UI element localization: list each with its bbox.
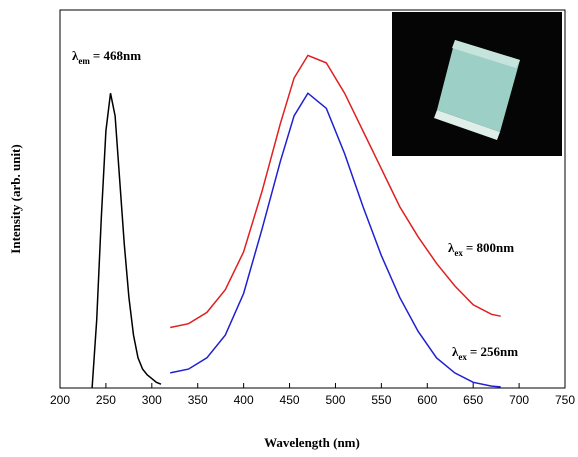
y-axis-label: Intensity (arb. unit) <box>8 144 23 253</box>
annotation-subscript: ex <box>454 248 463 258</box>
x-tick-label: 700 <box>509 393 529 407</box>
annotation-symbol: λ <box>448 240 455 255</box>
annotation-symbol: λ <box>72 48 79 63</box>
annotation: λex = 800nm <box>448 240 514 258</box>
x-tick-label: 750 <box>555 393 575 407</box>
annotation-text: = 256nm <box>470 344 518 359</box>
annotation-subscript: ex <box>458 352 467 362</box>
annotation-symbol: λ <box>452 344 459 359</box>
x-axis-label: Wavelength (nm) <box>264 435 360 450</box>
series-line <box>170 92 501 388</box>
annotation: λem = 468nm <box>72 48 141 66</box>
annotation-subscript: em <box>78 56 90 66</box>
series-line <box>91 93 162 389</box>
x-tick-label: 300 <box>142 393 162 407</box>
x-tick-label: 350 <box>188 393 208 407</box>
x-tick-label: 400 <box>234 393 254 407</box>
annotation: λex = 256nm <box>452 344 518 362</box>
x-tick-label: 550 <box>371 393 391 407</box>
annotation-text: = 468nm <box>93 48 141 63</box>
x-tick-label: 200 <box>50 393 70 407</box>
x-tick-label: 600 <box>417 393 437 407</box>
x-tick-label: 500 <box>325 393 345 407</box>
x-tick-label: 450 <box>280 393 300 407</box>
annotation-text: = 800nm <box>466 240 514 255</box>
x-tick-label: 250 <box>96 393 116 407</box>
series-line <box>170 54 501 329</box>
plot-frame <box>59 9 566 389</box>
x-tick-label: 650 <box>463 393 483 407</box>
inset-photo <box>392 12 562 156</box>
